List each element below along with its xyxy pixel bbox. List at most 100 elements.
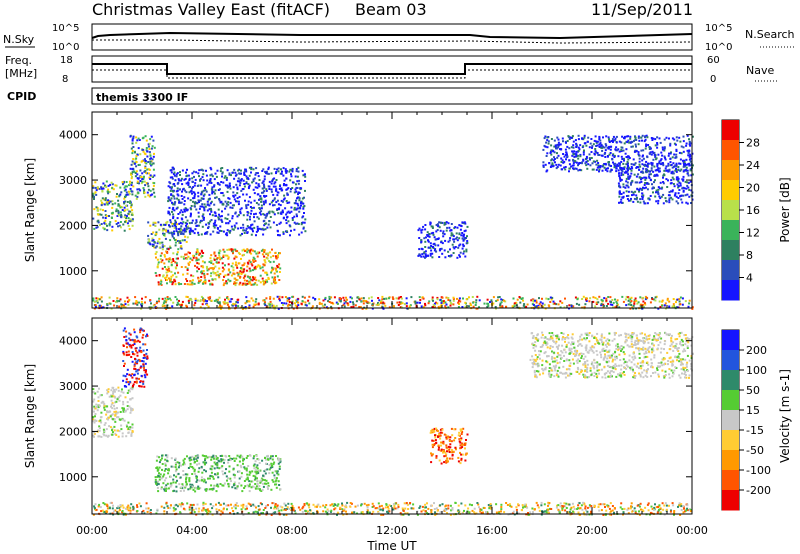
echo-cell: [642, 167, 645, 170]
echo-cell: [167, 267, 170, 270]
echo-cell: [139, 153, 142, 156]
echo-cell: [218, 229, 221, 232]
echo-cell: [629, 182, 632, 185]
echo-cell: [350, 306, 353, 309]
echo-cell: [95, 226, 98, 229]
echo-cell: [228, 300, 231, 303]
echo-cell: [640, 149, 643, 152]
echo-cell: [202, 282, 205, 285]
echo-cell: [189, 190, 192, 193]
echo-cell: [162, 227, 165, 230]
echo-cell: [180, 245, 183, 248]
echo-cell: [619, 201, 622, 204]
echo-cell: [142, 360, 145, 363]
echo-cell: [139, 380, 142, 383]
echo-cell: [138, 349, 141, 352]
echo-cell: [198, 253, 201, 256]
echo-cell: [129, 187, 132, 190]
echo-cell: [140, 365, 143, 368]
echo-cell: [204, 231, 207, 234]
echo-cell: [266, 485, 269, 488]
echo-cell: [442, 230, 445, 233]
echo-cell: [220, 192, 223, 194]
nsky-label: N.Sky: [3, 33, 35, 46]
echo-cell: [129, 333, 132, 336]
echo-cell: [127, 428, 130, 430]
echo-cell: [169, 182, 172, 185]
echo-cell: [570, 146, 573, 149]
echo-cell: [179, 188, 181, 191]
echo-cell: [248, 259, 251, 262]
echo-cell: [564, 297, 566, 300]
echo-cell: [594, 160, 597, 163]
echo-cell: [199, 221, 202, 224]
echo-cell: [542, 148, 545, 151]
echo-cell: [210, 200, 213, 203]
echo-cell: [285, 230, 288, 233]
echo-cell: [462, 252, 465, 255]
echo-cell: [194, 228, 197, 231]
echo-cell: [230, 298, 233, 301]
echo-cell: [298, 233, 301, 236]
echo-cell: [283, 179, 286, 182]
echo-cell: [450, 232, 453, 235]
echo-cell: [163, 232, 166, 235]
echo-cell: [233, 282, 235, 285]
echo-cell: [123, 419, 126, 422]
echo-cell: [200, 219, 203, 222]
echo-cell: [682, 179, 685, 182]
echo-cell: [133, 162, 136, 165]
echo-cell: [681, 187, 684, 190]
echo-cell: [679, 296, 682, 299]
echo-cell: [104, 197, 107, 200]
echo-cell: [271, 458, 274, 461]
echo-cell: [643, 184, 646, 186]
echo-cell: [105, 215, 108, 217]
echo-cell: [197, 277, 200, 280]
echo-cell: [232, 266, 235, 269]
echo-cell: [267, 168, 270, 171]
echo-cell: [304, 175, 307, 178]
echo-cell: [553, 302, 556, 305]
echo-cell: [240, 472, 243, 475]
echo-cell: [294, 304, 297, 307]
echo-cell: [647, 162, 649, 165]
echo-cell: [282, 167, 285, 170]
echo-cell: [157, 261, 160, 264]
echo-cell: [190, 221, 193, 224]
echo-cell: [221, 167, 224, 169]
echo-cell: [232, 228, 235, 231]
echo-cell: [646, 296, 649, 299]
echo-cell: [183, 196, 186, 199]
echo-cell: [615, 300, 618, 303]
echo-cell: [240, 169, 242, 172]
echo-cell: [281, 296, 284, 299]
echo-cell: [605, 297, 608, 300]
echo-cell: [117, 212, 120, 215]
echo-cell: [161, 457, 163, 460]
echo-cell: [662, 164, 665, 167]
echo-cell: [608, 145, 611, 148]
echo-cell: [254, 260, 257, 262]
echo-cell: [459, 447, 462, 450]
echo-cell: [240, 189, 243, 192]
echo-cell: [238, 262, 241, 265]
echo-cell: [168, 206, 171, 209]
echo-cell: [644, 295, 647, 298]
echo-cell: [272, 185, 275, 188]
echo-cell: [221, 266, 224, 269]
echo-cell: [632, 307, 635, 310]
echo-cell: [574, 139, 577, 142]
echo-cell: [237, 203, 240, 206]
echo-cell: [273, 198, 276, 201]
echo-cell: [203, 203, 206, 206]
echo-cell: [216, 463, 219, 466]
echo-cell: [422, 305, 425, 308]
echo-cell: [237, 274, 240, 277]
echo-cell: [284, 168, 287, 171]
echo-cell: [638, 168, 641, 171]
echo-cell: [189, 487, 192, 490]
echo-cell: [638, 157, 641, 160]
echo-cell: [424, 224, 427, 226]
echo-cell: [668, 191, 671, 194]
